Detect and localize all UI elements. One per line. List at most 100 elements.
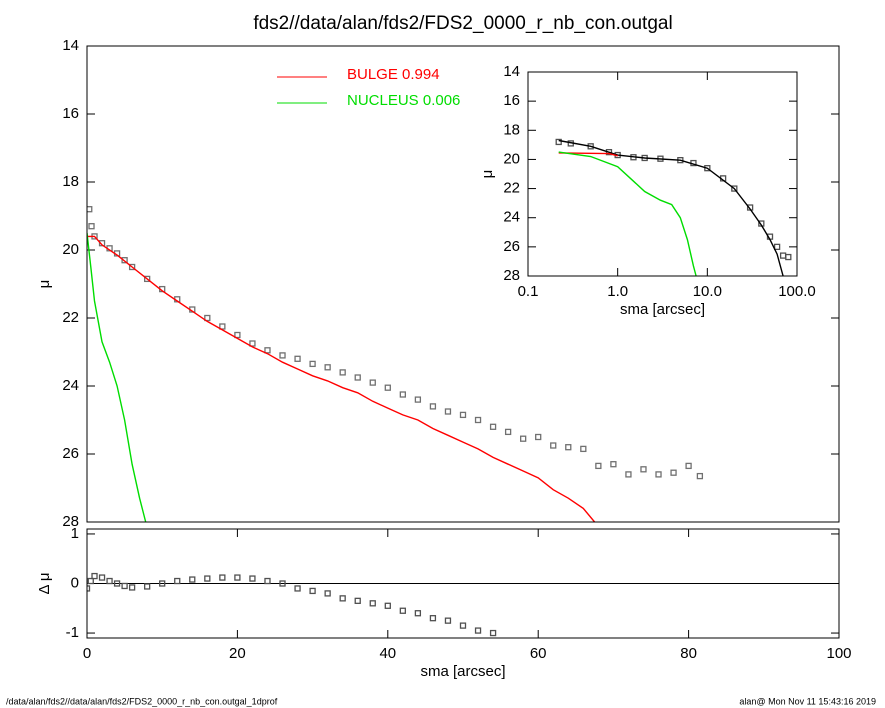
data-point: [785, 253, 792, 261]
data-point: [369, 600, 376, 607]
legend-label: BULGE 0.994: [347, 66, 440, 83]
data-point: [279, 352, 286, 359]
x-tick-label: 0.1: [518, 283, 539, 300]
data-point: [121, 257, 128, 264]
data-point: [504, 428, 512, 436]
y-tick-label: 20: [62, 241, 79, 258]
data-point: [174, 577, 181, 585]
y-tick-label: 24: [503, 209, 520, 226]
data-point: [309, 360, 316, 368]
data-point: [88, 223, 95, 230]
data-point: [234, 574, 241, 581]
y-tick-label: 18: [62, 173, 79, 190]
data-point: [234, 331, 241, 339]
data-point: [249, 575, 256, 582]
y-tick-label: 22: [62, 309, 79, 326]
data-point: [399, 391, 406, 398]
panel: 14 16 18 20 22 24 26 28 μ BULGE 0.994 NUCLEUS 0.00…: [36, 37, 840, 530]
y-tick-label: 14: [503, 63, 520, 80]
x-tick-label: 80: [680, 645, 697, 662]
data-point: [384, 384, 391, 391]
x-tick-label: 100: [826, 645, 851, 662]
x-tick-label: 100.0: [778, 283, 816, 300]
data-point: [474, 416, 482, 424]
data-point: [128, 263, 136, 271]
data-point: [610, 461, 617, 468]
x-tick-label: 20: [229, 645, 246, 662]
y-tick-label: 14: [62, 37, 79, 54]
data-point: [159, 580, 166, 587]
data-point: [324, 590, 331, 597]
y-axis-label: μ: [36, 280, 53, 289]
y-tick-label: 16: [62, 105, 79, 122]
data-point: [429, 615, 437, 622]
data-point: [685, 462, 692, 470]
y-tick-label: 26: [62, 445, 79, 462]
data-point: [294, 355, 301, 362]
data-point: [87, 206, 93, 213]
data-line: [558, 151, 697, 276]
data-point: [429, 403, 437, 410]
data-point: [249, 340, 256, 347]
data-point: [670, 469, 677, 476]
data-point: [731, 185, 738, 192]
data-point: [339, 595, 346, 602]
data-point: [264, 347, 271, 354]
data-point: [489, 629, 497, 637]
footer-right: alan@ Mon Nov 11 15:43:16 2019: [739, 696, 876, 706]
data-point: [399, 607, 406, 614]
footer-left: /data/alan/fds2//data/alan/fds2/FDS2_000…: [6, 696, 278, 706]
data-point: [459, 622, 467, 629]
y-tick-label: 24: [62, 377, 79, 394]
plot-frame: [86, 528, 840, 639]
data-point: [219, 574, 226, 581]
data-point: [91, 572, 98, 580]
data-point: [550, 442, 557, 449]
data-point: [98, 574, 106, 581]
data-line: [558, 139, 784, 276]
x-axis-label: sma [arcsec]: [620, 301, 705, 318]
data-point: [128, 584, 136, 591]
y-tick-label: 1: [71, 525, 79, 542]
x-axis-label: sma [arcsec]: [420, 663, 505, 680]
y-tick-label: 0: [71, 574, 79, 591]
data-point: [595, 462, 602, 470]
data-point: [309, 587, 316, 595]
data-point: [535, 433, 542, 441]
y-tick-label: 22: [503, 180, 520, 197]
data-point: [219, 323, 226, 330]
y-axis-label: μ: [479, 170, 496, 179]
data-point: [444, 408, 452, 415]
data-point: [87, 585, 91, 592]
data-point: [520, 435, 527, 442]
data-point: [87, 577, 94, 585]
data-point: [773, 243, 781, 251]
y-tick-label: 16: [503, 92, 520, 109]
data-point: [489, 423, 497, 430]
chart-title: fds2//data/alan/fds2/FDS2_0000_r_nb_con.…: [253, 13, 672, 34]
data-point: [121, 582, 128, 590]
data-point: [555, 138, 562, 146]
y-tick-label: 18: [503, 121, 520, 138]
x-tick-label: 60: [530, 645, 547, 662]
data-point: [324, 364, 331, 371]
plot-frame: [527, 71, 798, 277]
data-point: [339, 369, 346, 376]
x-tick-label: 40: [379, 645, 396, 662]
y-tick-label: 28: [503, 267, 520, 284]
data-point: [369, 379, 376, 386]
data-point: [474, 627, 482, 634]
data-point: [354, 597, 361, 604]
data-point: [384, 602, 391, 609]
data-line: [558, 152, 618, 157]
data-point: [696, 472, 704, 480]
data-point: [264, 577, 271, 585]
y-axis-label: Δ μ: [36, 572, 53, 594]
data-point: [279, 580, 286, 587]
x-tick-label: 1.0: [607, 283, 628, 300]
data-point: [655, 471, 662, 478]
data-point: [414, 396, 422, 403]
